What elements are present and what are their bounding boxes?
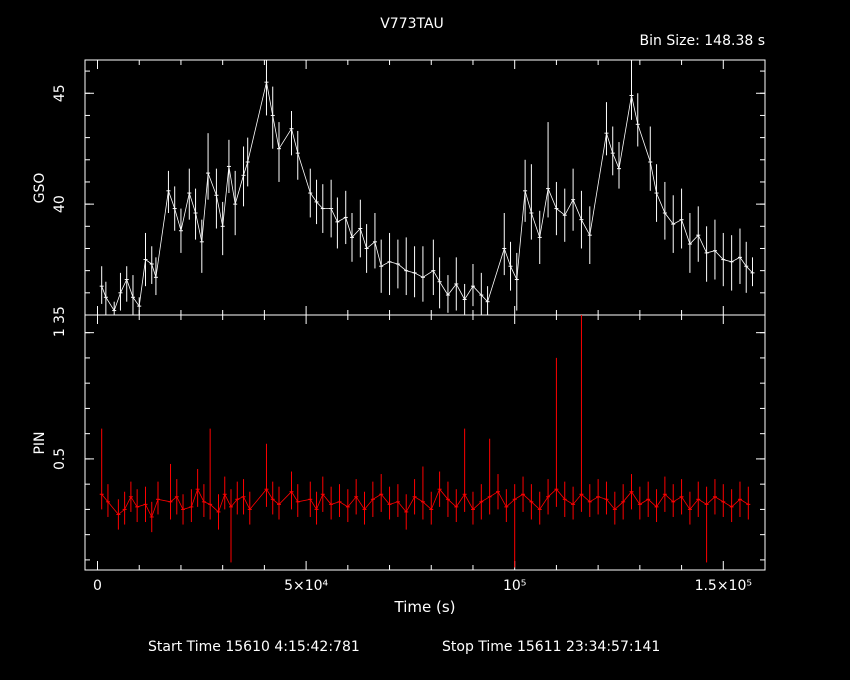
pin-ticks [85, 315, 766, 570]
time-tick-label: 1.5×10⁵ [695, 578, 752, 594]
gso-series [99, 60, 755, 315]
chart-title: V773TAU [380, 16, 444, 32]
stop-time-label: Stop Time 15611 23:34:57:141 [442, 639, 660, 655]
pin-series [99, 315, 751, 568]
time-tick-label: 10⁵ [503, 578, 526, 594]
gso-tick-labels: 35 40 45 [52, 84, 68, 324]
gso-ytick-label: 45 [52, 84, 68, 102]
pin-panel: 0.51 PIN [32, 314, 766, 571]
pin-axis-label: PIN [32, 431, 48, 454]
gso-panel: 35 40 45 GSO [32, 59, 766, 324]
gso-axis-label: GSO [32, 173, 48, 204]
pin-ytick-label: 1 [52, 328, 68, 337]
pin-tick-labels: 0.51 [52, 328, 68, 470]
gso-ytick-label: 35 [52, 306, 68, 324]
time-tick-labels: 0 5×10⁴ 10⁵ 1.5×10⁵ [93, 578, 752, 594]
time-tick-label: 5×10⁴ [284, 578, 328, 594]
gso-ytick-label: 40 [52, 195, 68, 213]
time-tick-label: 0 [93, 578, 102, 594]
pin-panel-frame [84, 314, 766, 571]
time-axis-label: Time (s) [394, 598, 456, 616]
pin-ytick-label: 0.5 [52, 448, 68, 470]
bin-size-label: Bin Size: 148.38 s [640, 33, 765, 49]
start-time-label: Start Time 15610 4:15:42:781 [148, 639, 360, 655]
